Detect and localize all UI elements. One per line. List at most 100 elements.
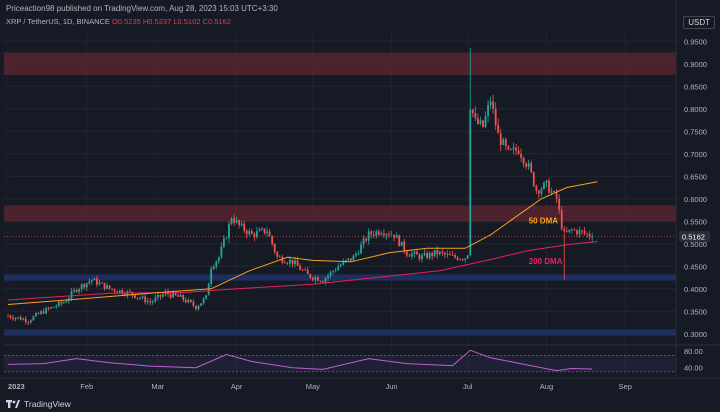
candle-body [55,306,58,308]
last-price-tag [679,230,710,242]
y-tick-label: 0.8000 [684,105,707,114]
candle-body [174,292,177,296]
candle-body [367,231,370,241]
candle-body [73,289,75,292]
candle-body [225,238,228,239]
candle-body [162,294,164,297]
candle-body [306,269,309,275]
candle-body [372,234,375,236]
candle-body [101,282,103,284]
candle-body [179,294,182,297]
candle-body [558,198,561,210]
candle-body [42,311,45,314]
currency-unit-button[interactable]: USDT [683,16,715,29]
candle-body [294,260,296,265]
candle-body [245,230,248,235]
candle-body [443,252,446,255]
candle-body [187,299,190,303]
candle-body [327,275,329,279]
candle-body [362,238,365,245]
candle-body [497,124,500,134]
tradingview-brand[interactable]: TradingView [6,399,71,409]
candle-body [258,229,261,232]
candle-body [7,315,9,317]
candle-body [301,269,304,271]
candle-body [469,109,472,256]
candle-body [583,230,586,234]
y-tick-label: 0.3000 [684,330,707,339]
candle-body [466,255,469,259]
x-tick-label: Feb [80,382,93,391]
candle-body [83,284,86,288]
x-tick-label: Aug [540,382,553,391]
dma-50-line [7,181,598,305]
candle-body [550,191,553,193]
x-tick-label: 2023 [8,382,25,391]
x-tick-label: Apr [231,382,243,391]
candle-body [215,261,218,267]
candle-body [408,255,411,257]
candle-body [172,292,174,298]
candle-body [311,277,314,280]
symbol-legend[interactable]: XRP / TetherUS, 1D, BINANCE O0.5235 H0.5… [6,17,231,26]
moving-averages-layer [7,181,598,305]
candle-body [50,307,53,309]
candle-body [316,277,319,281]
candle-body [428,252,431,259]
candle-body [263,228,266,234]
candle-body [220,246,223,258]
support-zone [4,274,676,281]
candle-body [375,231,378,236]
candle-body [578,230,581,235]
candle-body [200,303,202,306]
candle-body [177,295,180,297]
candle-body [423,253,426,256]
x-tick-label: Jul [463,382,473,391]
candle-body [545,180,548,183]
candle-body [365,238,368,241]
candle-body [543,182,545,189]
candle-body [350,258,352,261]
candle-body [27,322,30,323]
candle-body [261,228,263,230]
dma-label: 200 DMA [529,257,563,266]
candle-body [289,259,291,264]
annotations-layer: 50 DMA 200 DMA 0.5162 [4,217,710,266]
candle-body [52,307,55,308]
candle-body [156,294,159,298]
candle-body [273,244,276,252]
candle-body [217,257,220,262]
candle-body [136,297,139,299]
candle-body [324,278,327,283]
candle-body [471,109,474,114]
candle-body [385,234,388,236]
candle-body [278,256,281,258]
candle-body [182,294,185,300]
y-tick-label: 0.8500 [684,82,707,91]
candle-body [413,251,416,254]
candles-layer [7,48,594,326]
candle-body [451,255,454,256]
candle-body [228,223,230,239]
rsi-tick-label: 80.00 [684,347,703,356]
candle-body [240,223,243,226]
candle-body [548,180,550,193]
candle-body [154,297,157,302]
candle-body [62,302,65,304]
candle-body [510,149,512,150]
candle-body [431,252,434,257]
candle-body [339,264,342,267]
candle-body [32,316,35,321]
rsi-band [4,355,676,372]
candle-body [522,157,525,164]
candle-body [80,284,83,290]
candle-body [446,253,449,255]
candle-body [60,301,63,304]
candle-body [565,231,568,233]
dma-label: 50 DMA [529,217,559,226]
tradingview-logo-icon [6,400,20,408]
candle-body [568,229,571,232]
zones-layer [4,52,676,336]
candle-body [337,266,340,271]
